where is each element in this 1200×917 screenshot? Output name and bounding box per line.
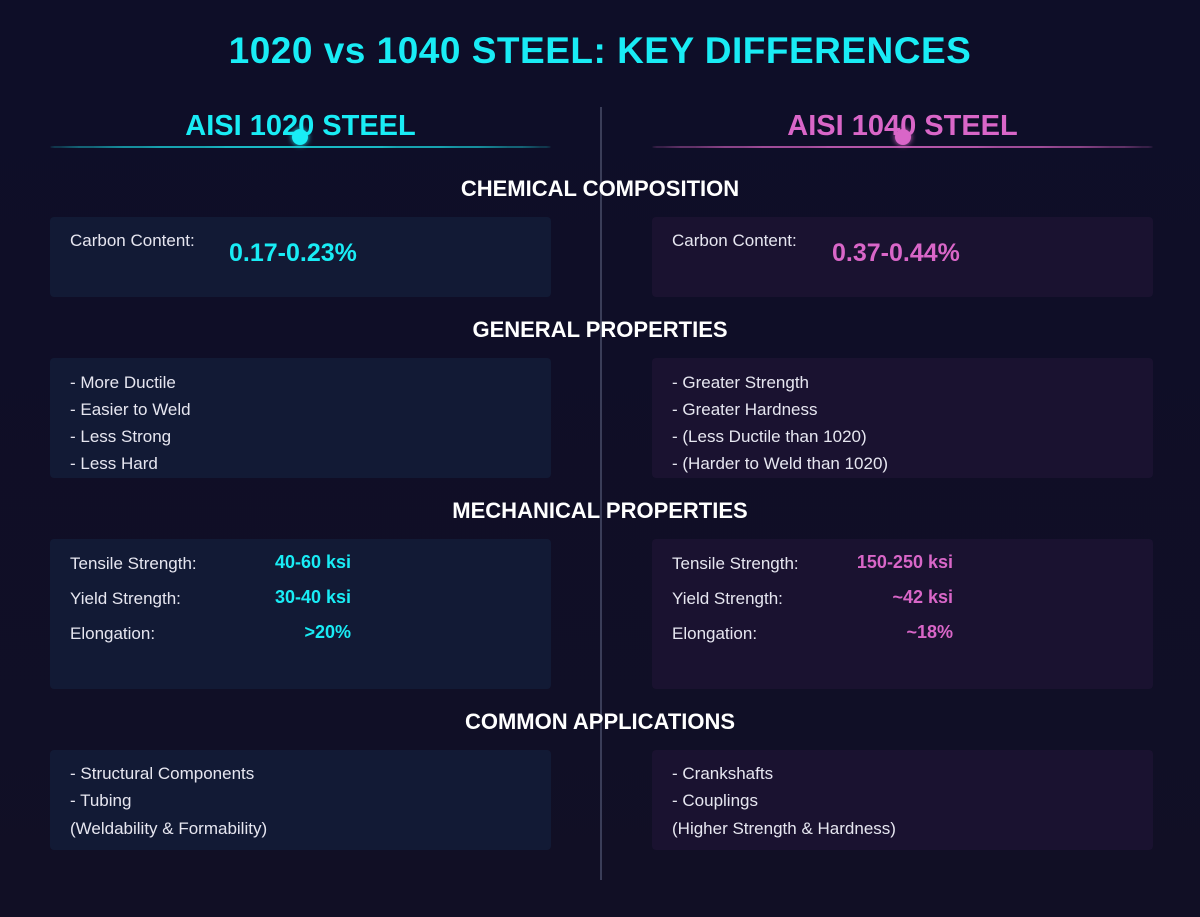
elongation-label: Elongation: <box>70 624 156 643</box>
list-item: (Higher Strength & Hardness) <box>672 819 896 838</box>
section-heading-general: GENERAL PROPERTIES <box>472 317 728 342</box>
list-item: - (Less Ductile than 1020) <box>672 427 867 446</box>
yield-value: ~42 ksi <box>892 587 953 607</box>
right-general-card: - Greater Strength - Greater Hardness - … <box>652 358 1153 478</box>
list-item: - Easier to Weld <box>70 400 191 419</box>
tensile-value: 150-250 ksi <box>856 552 953 572</box>
elongation-value: ~18% <box>906 622 953 642</box>
yield-value: 30-40 ksi <box>274 587 351 607</box>
elongation-value: >20% <box>304 622 351 642</box>
right-chemical-card: Carbon Content: 0.37-0.44% <box>652 217 1153 297</box>
carbon-label: Carbon Content: <box>672 231 797 250</box>
section-heading-chemical: CHEMICAL COMPOSITION <box>460 176 740 201</box>
section-heading-mechanical: MECHANICAL PROPERTIES <box>452 498 748 523</box>
left-applications-card: - Structural Components - Tubing (Weldab… <box>50 750 551 850</box>
tensile-label: Tensile Strength: <box>70 554 197 573</box>
list-item: - Tubing <box>70 791 132 810</box>
tensile-label: Tensile Strength: <box>672 554 799 573</box>
left-mechanical-card: Tensile Strength: 40-60 ksi Yield Streng… <box>50 539 551 689</box>
page-title: 1020 vs 1040 STEEL: KEY DIFFERENCES <box>228 30 972 71</box>
list-item: - Crankshafts <box>672 764 774 783</box>
right-mechanical-card: Tensile Strength: 150-250 ksi Yield Stre… <box>652 539 1153 689</box>
carbon-value: 0.37-0.44% <box>832 239 960 267</box>
left-general-card: - More Ductile - Easier to Weld - Less S… <box>50 358 551 478</box>
elongation-label: Elongation: <box>672 624 758 643</box>
yield-label: Yield Strength: <box>672 589 783 608</box>
carbon-label: Carbon Content: <box>70 231 195 250</box>
list-item: - Greater Strength <box>672 373 810 392</box>
list-item: - Couplings <box>672 791 758 810</box>
column-divider <box>600 107 602 880</box>
section-heading-applications: COMMON APPLICATIONS <box>464 709 736 734</box>
list-item: (Weldability & Formability) <box>70 819 268 838</box>
list-item: - (Harder to Weld than 1020) <box>672 454 889 473</box>
list-item: - Greater Hardness <box>672 400 818 419</box>
list-item: - Structural Components <box>70 764 255 783</box>
carbon-value: 0.17-0.23% <box>229 239 357 267</box>
right-dot-marker <box>895 129 911 145</box>
list-item: - Less Hard <box>70 454 158 473</box>
right-heading-underline <box>652 146 1153 148</box>
left-chemical-card: Carbon Content: 0.17-0.23% <box>50 217 551 297</box>
list-item: - More Ductile <box>70 373 176 392</box>
list-item: - Less Strong <box>70 427 172 446</box>
tensile-value: 40-60 ksi <box>274 552 351 572</box>
left-heading-underline <box>50 146 551 148</box>
left-dot-marker <box>292 129 308 145</box>
yield-label: Yield Strength: <box>70 589 181 608</box>
right-applications-card: - Crankshafts - Couplings (Higher Streng… <box>652 750 1153 850</box>
